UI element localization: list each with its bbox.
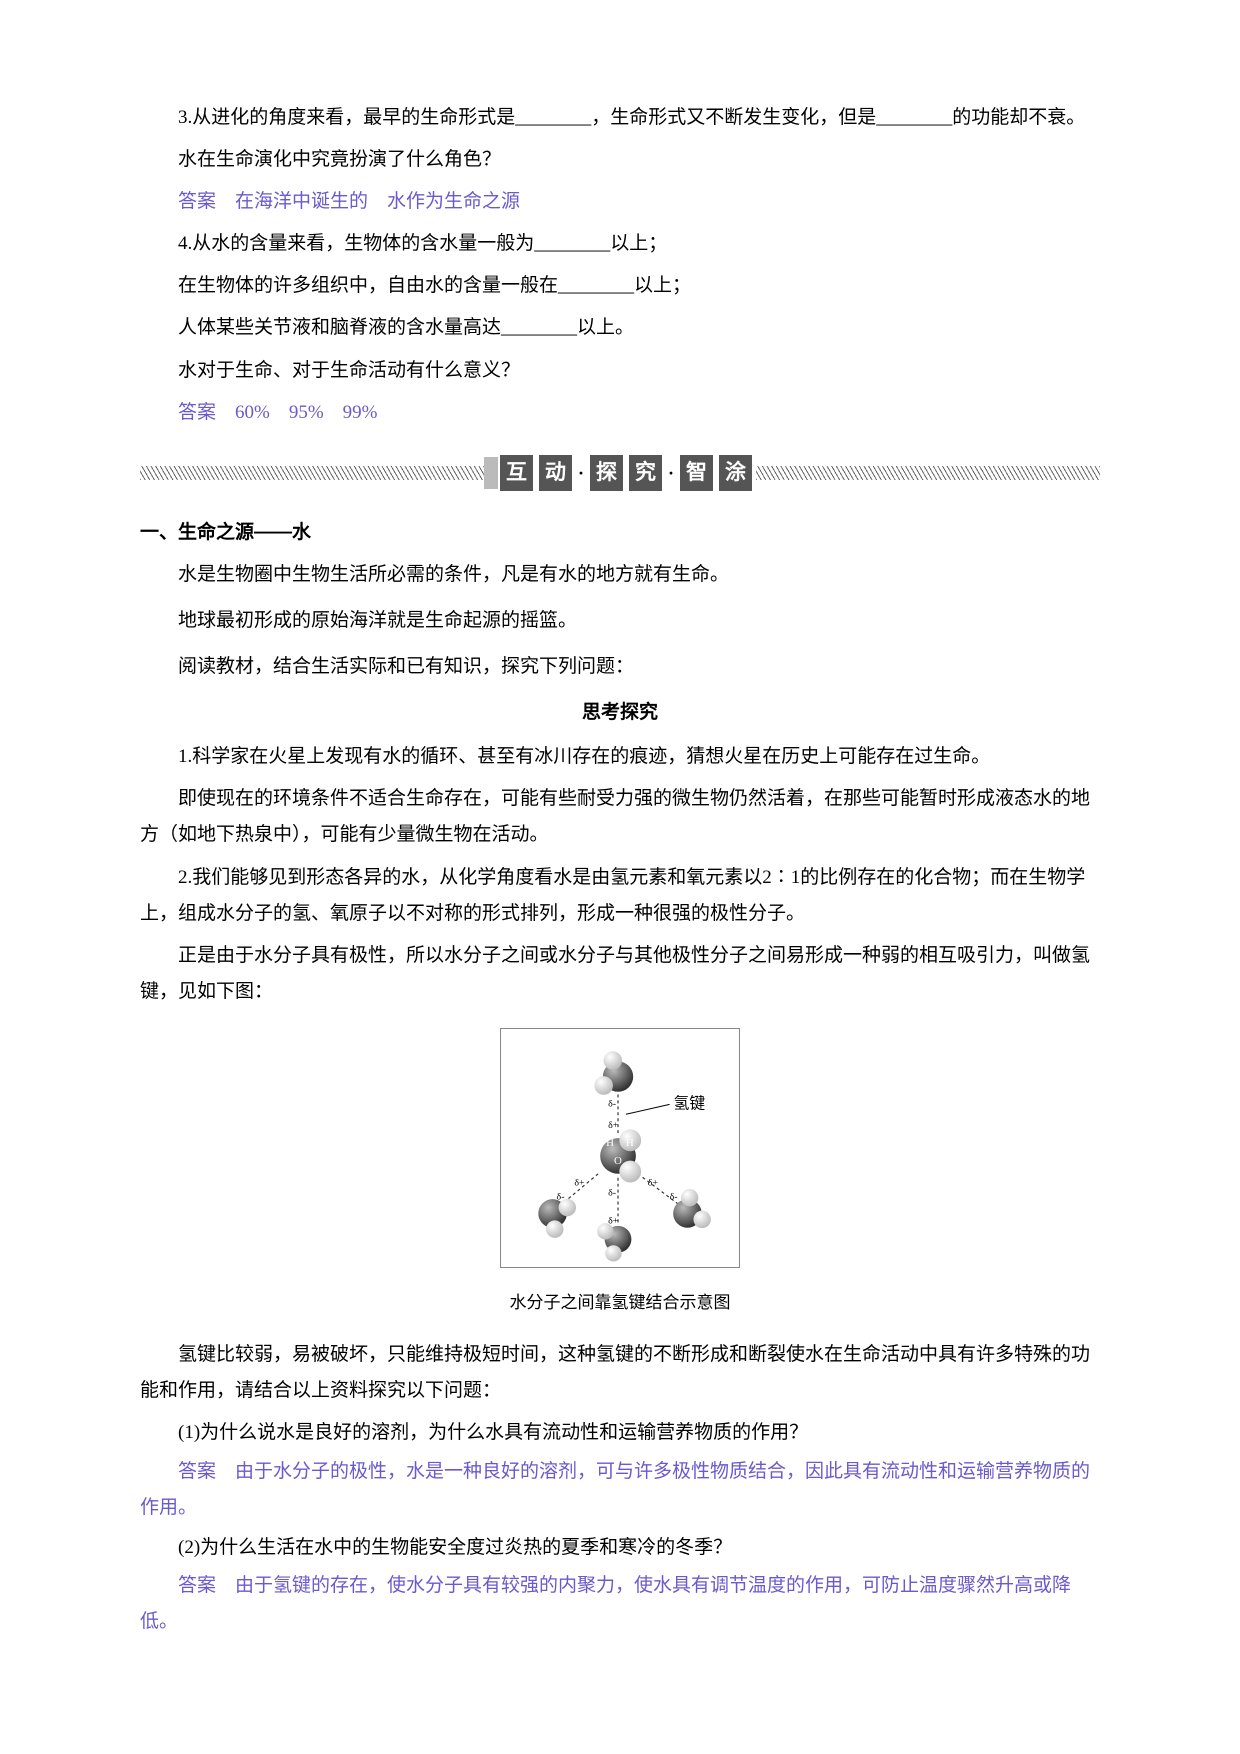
problem-4-sub: 水对于生命、对于生命活动有什么意义？ bbox=[140, 353, 1100, 389]
svg-text:δ-: δ- bbox=[608, 1098, 616, 1109]
problem-3-text: 3.从进化的角度来看，最早的生命形式是________，生命形式又不断发生变化，… bbox=[140, 100, 1100, 136]
banner-dot-1: · bbox=[578, 456, 584, 490]
svg-text:δ+: δ+ bbox=[608, 1215, 619, 1226]
section-1-intro-1: 水是生物圈中生物生活所必需的条件，凡是有水的地方就有生命。 bbox=[140, 557, 1100, 593]
para-3: 2.我们能够见到形态各异的水，从化学角度看水是由氢元素和氧元素以2∶1的比例存在… bbox=[140, 860, 1100, 932]
problem-3-sub: 水在生命演化中究竟扮演了什么角色？ bbox=[140, 142, 1100, 178]
svg-text:δ-: δ- bbox=[670, 1191, 678, 1202]
answer-q2: 答案 由于氢键的存在，使水分子具有较强的内聚力，使水具有调节温度的作用，可防止温… bbox=[140, 1568, 1100, 1640]
svg-text:δ+: δ+ bbox=[648, 1178, 659, 1189]
problem-4c: 人体某些关节液和脑脊液的含水量高达________以上。 bbox=[140, 310, 1100, 346]
banner-char-1: 动 bbox=[539, 455, 572, 491]
problem-4a: 4.从水的含量来看，生物体的含水量一般为________以上； bbox=[140, 226, 1100, 262]
figure-water-hbond: δ-δ+ δ+ δ-δ+ δ-δ+ δ- HHO 氢键 水分子之间靠氢键结合示意图 bbox=[140, 1028, 1100, 1319]
banner-char-3: 究 bbox=[629, 455, 662, 491]
section-1-intro-2: 地球最初形成的原始海洋就是生命起源的摇篮。 bbox=[140, 603, 1100, 639]
banner-hatch-right bbox=[756, 466, 1100, 480]
svg-text:δ+: δ+ bbox=[574, 1178, 585, 1189]
problem-4b: 在生物体的许多组织中，自由水的含量一般在________以上； bbox=[140, 268, 1100, 304]
section-banner: 互 动 · 探 究 · 智 涂 bbox=[140, 455, 1100, 491]
svg-text:O: O bbox=[614, 1155, 622, 1167]
section-1-intro-3: 阅读教材，结合生活实际和已有知识，探究下列问题： bbox=[140, 649, 1100, 685]
section-1-title: 一、生命之源——水 bbox=[140, 515, 1100, 551]
hbond-diagram: δ-δ+ δ+ δ-δ+ δ-δ+ δ- HHO 氢键 bbox=[500, 1028, 740, 1268]
question-2: (2)为什么生活在水中的生物能安全度过炎热的夏季和寒冷的冬季？ bbox=[140, 1530, 1100, 1566]
material-title: 思考探究 bbox=[140, 695, 1100, 731]
svg-text:H: H bbox=[606, 1137, 614, 1149]
svg-text:δ-: δ- bbox=[557, 1191, 565, 1202]
svg-text:δ-: δ- bbox=[608, 1187, 616, 1198]
banner-label: 互 动 · 探 究 · 智 涂 bbox=[496, 455, 756, 491]
banner-char-2: 探 bbox=[590, 455, 623, 491]
banner-char-4: 智 bbox=[680, 455, 713, 491]
svg-text:H: H bbox=[626, 1137, 634, 1149]
banner-dot-2: · bbox=[668, 456, 674, 490]
banner-hatch-left bbox=[140, 466, 484, 480]
para-1: 1.科学家在火星上发现有水的循环、甚至有冰川存在的痕迹，猜想火星在历史上可能存在… bbox=[140, 739, 1100, 775]
banner-char-5: 涂 bbox=[719, 455, 752, 491]
para-4: 正是由于水分子具有极性，所以水分子之间或水分子与其他极性分子之间易形成一种弱的相… bbox=[140, 938, 1100, 1010]
para-2: 即使现在的环境条件不适合生命存在，可能有些耐受力强的微生物仍然活着，在那些可能暂… bbox=[140, 781, 1100, 853]
question-1: (1)为什么说水是良好的溶剂，为什么水具有流动性和运输营养物质的作用？ bbox=[140, 1415, 1100, 1451]
answer-4: 答案 60% 95% 99% bbox=[178, 395, 1100, 431]
figure-caption: 水分子之间靠氢键结合示意图 bbox=[140, 1287, 1100, 1319]
answer-q1: 答案 由于水分子的极性，水是一种良好的溶剂，可与许多极性物质结合，因此具有流动性… bbox=[140, 1454, 1100, 1526]
banner-char-0: 互 bbox=[500, 455, 533, 491]
para-5: 氢键比较弱，易被破坏，只能维持极短时间，这种氢键的不断形成和断裂使水在生命活动中… bbox=[140, 1337, 1100, 1409]
svg-text:氢键: 氢键 bbox=[674, 1094, 706, 1112]
svg-text:δ+: δ+ bbox=[608, 1120, 619, 1131]
answer-3: 答案 在海洋中诞生的 水作为生命之源 bbox=[178, 184, 1100, 220]
